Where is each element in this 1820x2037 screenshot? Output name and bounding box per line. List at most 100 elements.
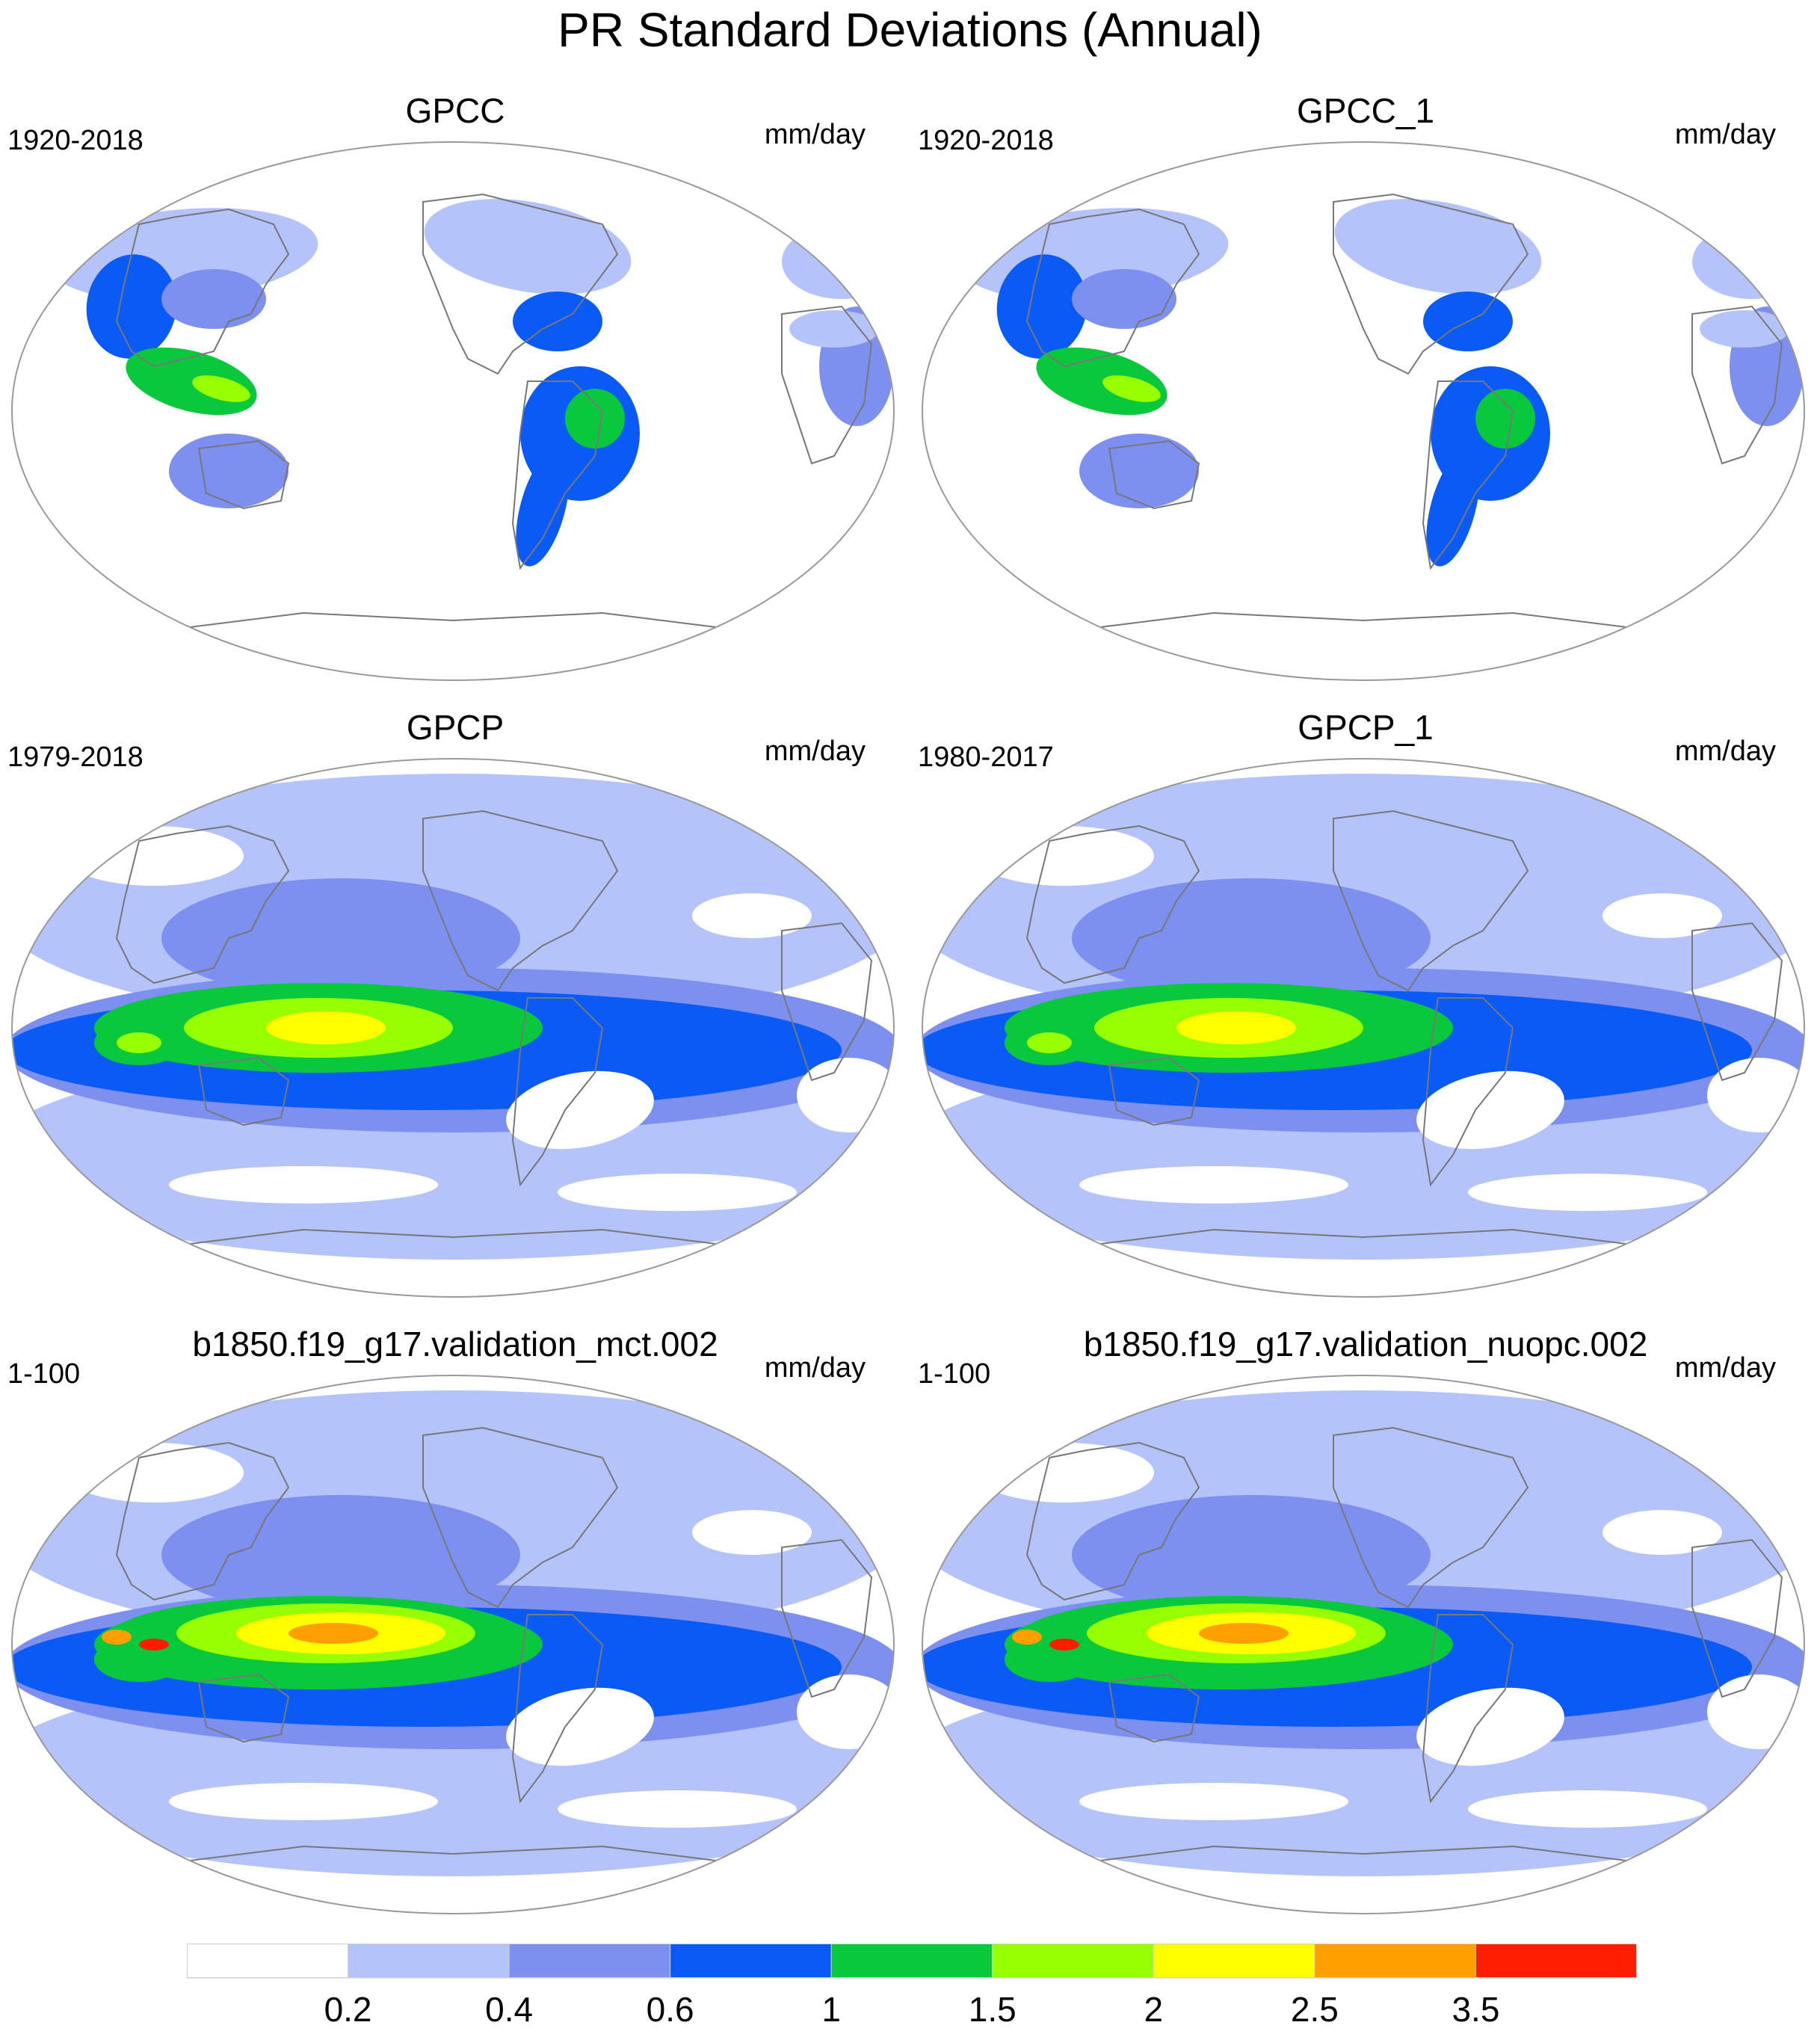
colorbar-swatch — [508, 1944, 671, 1979]
contour-region — [139, 1639, 169, 1651]
map-panel: b1850.f19_g17.validation_mct.002 1-100 m… — [0, 1323, 910, 1921]
coastline — [197, 1673, 290, 1743]
colorbar-swatch — [1314, 1944, 1476, 1979]
colorbar-tick-label: 1 — [821, 1990, 842, 2029]
coastline — [1093, 611, 1633, 629]
colorbar — [187, 1944, 1637, 1979]
colorbar-swatch — [348, 1944, 510, 1979]
contour-region — [975, 826, 1154, 886]
contour-region — [789, 310, 879, 348]
contour-region — [1199, 1623, 1289, 1644]
contour-region — [1426, 450, 1480, 567]
colorbar-swatch — [1475, 1944, 1637, 1979]
coastline — [781, 922, 873, 1082]
contour-layer — [922, 774, 1804, 1260]
coastline — [1691, 1538, 1783, 1698]
contour-region — [192, 375, 250, 402]
coastline — [511, 380, 604, 570]
map-panel: GPCP 1979-2018 mm/day — [0, 706, 910, 1304]
contour-region — [975, 1443, 1154, 1503]
map-border — [11, 141, 895, 681]
contour-region — [1700, 310, 1789, 348]
coastline — [115, 825, 290, 984]
contour-region — [1475, 389, 1535, 449]
coastline — [1691, 305, 1783, 465]
contour-region — [64, 826, 244, 886]
coastline — [1333, 193, 1529, 375]
panel-units: mm/day — [764, 736, 866, 767]
coastline — [1093, 1228, 1633, 1245]
coastlines — [115, 193, 873, 629]
contour-region — [161, 1495, 520, 1615]
coastline — [422, 1426, 619, 1609]
map-plot — [922, 758, 1805, 1298]
coastline — [1422, 1614, 1514, 1804]
map-plot — [11, 141, 895, 681]
colorbar-tick-label: 0.4 — [485, 1990, 534, 2029]
coastline — [1108, 1673, 1200, 1743]
coastline — [197, 1056, 290, 1127]
panel-title: GPCP — [406, 708, 505, 747]
map-border — [11, 1375, 895, 1914]
colorbar-swatch — [1153, 1944, 1315, 1979]
coastline — [1422, 380, 1514, 570]
contour-region — [1079, 1166, 1348, 1204]
contour-region — [692, 1510, 812, 1555]
contour-region — [558, 1174, 797, 1211]
panel-title: b1850.f19_g17.validation_mct.002 — [192, 1325, 718, 1363]
contour-layer — [922, 1390, 1804, 1876]
contour-region — [169, 1166, 438, 1204]
coastline — [1422, 997, 1514, 1187]
coastline — [1108, 440, 1200, 510]
map-plot — [11, 758, 895, 1298]
contour-region — [1602, 893, 1722, 938]
contour-region — [1707, 1058, 1804, 1132]
contour-region — [1416, 1070, 1564, 1150]
coastline — [1025, 825, 1200, 984]
contour-region — [86, 254, 177, 359]
coastline — [1333, 1426, 1529, 1609]
contour-region — [1692, 224, 1804, 299]
coastline — [781, 305, 873, 465]
coastline — [197, 440, 290, 510]
colorbar-tick-label: 2.5 — [1290, 1990, 1339, 2029]
panel-years: 1980-2017 — [918, 742, 1054, 773]
panel-years: 1979-2018 — [7, 742, 144, 773]
colorbar-tick-label: 3.5 — [1452, 1990, 1500, 2029]
contour-region — [565, 389, 625, 449]
coastline — [1691, 922, 1783, 1082]
coastline — [183, 611, 723, 629]
coastline — [1025, 1441, 1200, 1601]
contour-region — [161, 269, 266, 329]
contour-region — [1102, 375, 1161, 402]
panel-units: mm/day — [1674, 1352, 1776, 1384]
colorbar-tick-label: 0.6 — [646, 1990, 694, 2029]
contour-region — [996, 254, 1088, 359]
coastlines — [115, 810, 873, 1245]
contour-region — [117, 1032, 161, 1053]
map-plot — [11, 1375, 895, 1914]
map-panel: GPCC 1920-2018 mm/day — [0, 90, 910, 688]
coastline — [1333, 810, 1529, 992]
figure-title: PR Standard Deviations (Annual) — [558, 3, 1262, 57]
contour-region — [516, 450, 570, 567]
map-border — [11, 758, 895, 1298]
coastline — [1025, 208, 1200, 368]
coastlines — [1025, 1426, 1783, 1862]
coastline — [1108, 1056, 1200, 1127]
contour-layer — [12, 774, 894, 1260]
map-border — [922, 141, 1805, 681]
colorbar-swatch — [830, 1944, 993, 1979]
coastline — [422, 193, 619, 375]
contour-region — [1079, 1783, 1348, 1820]
map-border — [922, 1375, 1805, 1914]
contour-region — [1602, 1510, 1722, 1555]
contour-layer — [12, 1390, 894, 1876]
contour-region — [797, 1674, 894, 1749]
contour-region — [1072, 269, 1176, 329]
contour-region — [1334, 199, 1542, 295]
contour-region — [782, 224, 894, 299]
coastlines — [1025, 193, 1783, 629]
contour-region — [1468, 1174, 1707, 1211]
contour-region — [1416, 1687, 1564, 1766]
